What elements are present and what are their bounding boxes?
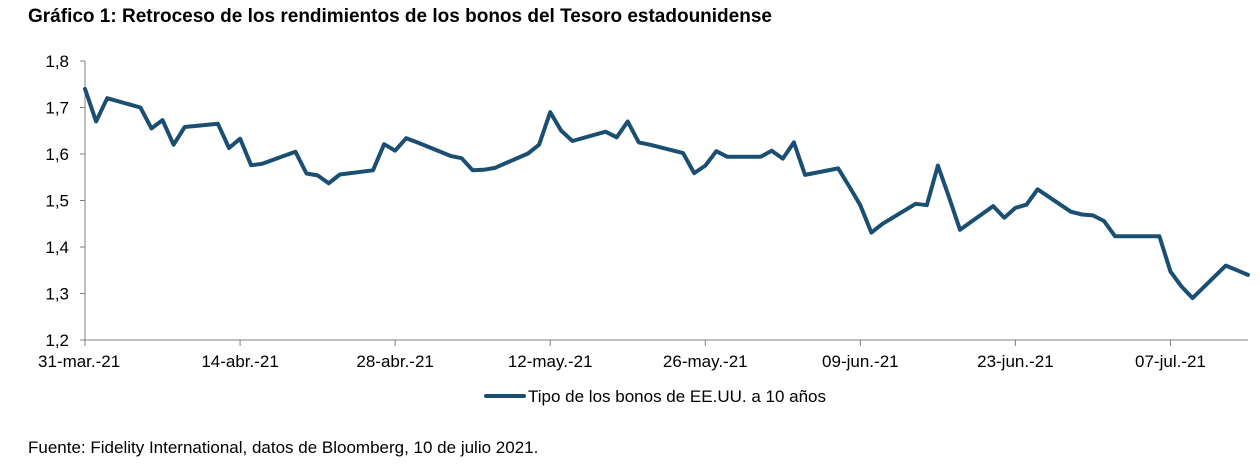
y-tick-label: 1,5 (45, 192, 69, 211)
legend: Tipo de los bonos de EE.UU. a 10 años (484, 387, 826, 406)
y-tick-label: 1,4 (45, 238, 69, 257)
x-tick-label: 28-abr.-21 (356, 352, 434, 371)
x-tick-label: 23-jun.-21 (977, 352, 1054, 371)
x-tick-label: 12-may.-21 (508, 352, 593, 371)
y-tick-labels: 1,2 1,3 1,4 1,5 1,6 1,7 1,8 (45, 52, 69, 350)
x-tick-label: 14-abr.-21 (201, 352, 279, 371)
x-tick-label: 07-jul.-21 (1135, 352, 1206, 371)
x-tick-label: 09-jun.-21 (822, 352, 899, 371)
chart-title: Gráfico 1: Retroceso de los rendimientos… (28, 6, 772, 27)
series-line (83, 86, 1250, 301)
y-tick-label: 1,7 (45, 99, 69, 118)
series-layer (83, 86, 1250, 301)
y-tick-label: 1,8 (45, 52, 69, 71)
axes (80, 60, 1248, 346)
source-note: Fuente: Fidelity International, datos de… (28, 438, 539, 457)
x-tick-label: 26-may.-21 (663, 352, 748, 371)
legend-label: Tipo de los bonos de EE.UU. a 10 años (528, 387, 826, 406)
x-tick-label: 31-mar.-21 (38, 352, 120, 371)
y-tick-label: 1,6 (45, 145, 69, 164)
y-tick-label: 1,2 (45, 331, 69, 350)
x-tick-labels: 31-mar.-21 14-abr.-21 28-abr.-21 12-may.-21… (38, 352, 1206, 371)
y-tick-label: 1,3 (45, 285, 69, 304)
